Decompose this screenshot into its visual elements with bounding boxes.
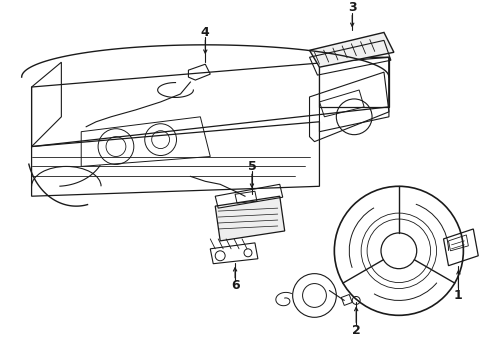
Polygon shape — [215, 196, 285, 241]
Text: 2: 2 — [352, 324, 361, 337]
Text: 1: 1 — [454, 289, 463, 302]
Text: 3: 3 — [348, 1, 357, 14]
Text: 5: 5 — [247, 160, 256, 173]
Text: 4: 4 — [201, 26, 210, 39]
Text: 6: 6 — [231, 279, 240, 292]
Polygon shape — [310, 32, 394, 67]
